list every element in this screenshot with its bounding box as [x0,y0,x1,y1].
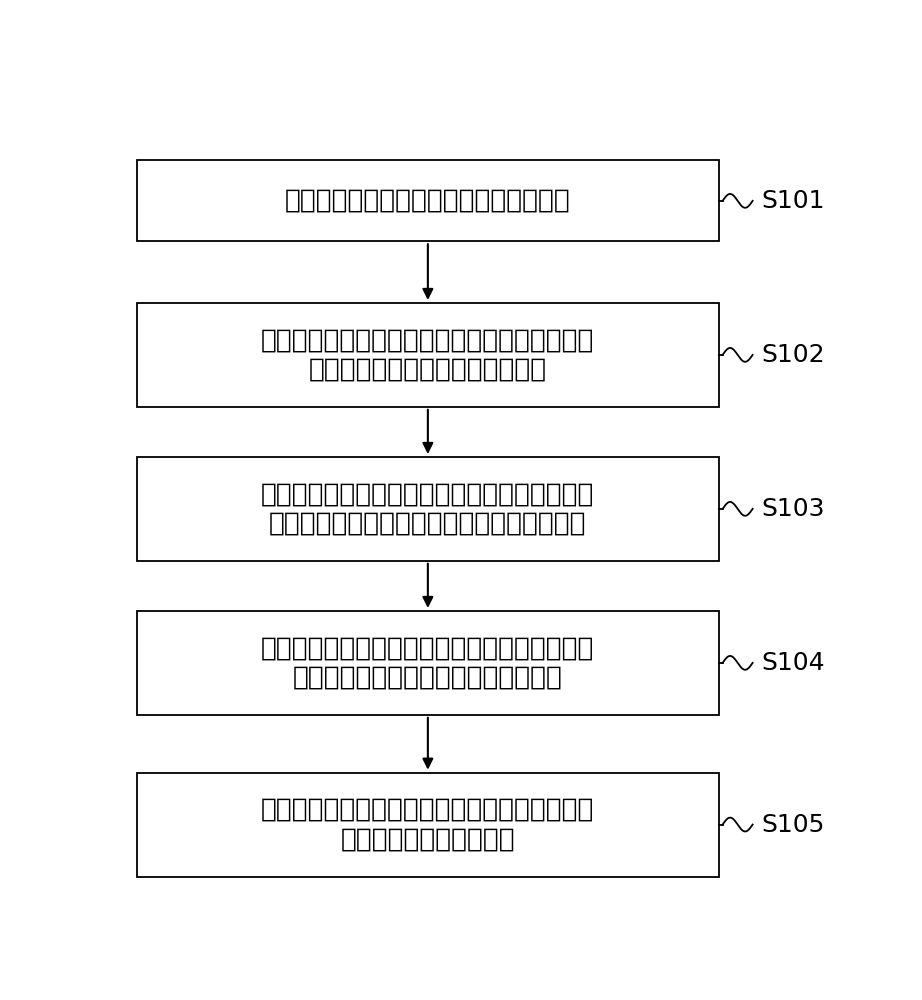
Text: S104: S104 [762,651,825,675]
Text: 下料料道中是否存在待下料产品；: 下料料道中是否存在待下料产品； [309,356,547,382]
FancyArrowPatch shape [423,718,432,767]
Text: 在所述下料料道存在所述待下料产品的情况下，: 在所述下料料道存在所述待下料产品的情况下， [261,481,595,507]
Text: 在所述下料料道存在所述待下料产品的情况下，: 在所述下料料道存在所述待下料产品的情况下， [261,797,595,823]
Text: S102: S102 [762,343,825,367]
Bar [136,160,719,241]
Text: 在第二次所述下料动作完成的情况下，检测所述: 在第二次所述下料动作完成的情况下，检测所述 [261,635,595,661]
Bar [136,457,719,561]
FancyArrowPatch shape [423,410,432,452]
Bar [136,773,719,877]
Text: S101: S101 [762,189,824,213]
Text: 控制所述下料装置执行第二次所述下料动作；: 控制所述下料装置执行第二次所述下料动作； [269,510,586,536]
Text: 在第一次所述下料动作完成的情况下，检测所述: 在第一次所述下料动作完成的情况下，检测所述 [261,327,595,353]
FancyArrowPatch shape [423,244,432,298]
Bar [136,303,719,407]
FancyArrowPatch shape [423,564,432,606]
Text: S105: S105 [762,813,824,837]
Bar [136,611,719,715]
Text: S103: S103 [762,497,824,521]
Text: 下料料道中是否存在所述待下料产品；: 下料料道中是否存在所述待下料产品； [293,664,562,690]
Text: 控制所述下料装置执行第一次下料动作；: 控制所述下料装置执行第一次下料动作； [285,188,571,214]
Text: 确定所述下料装置故障。: 确定所述下料装置故障。 [340,826,515,852]
